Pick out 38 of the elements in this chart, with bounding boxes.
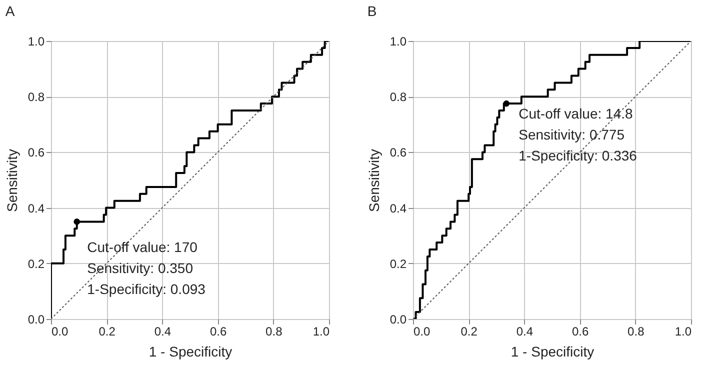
y-tick-label: 0.2 xyxy=(28,256,45,271)
y-tick-label: 0.8 xyxy=(390,90,407,104)
y-tick-label: 0.4 xyxy=(390,201,407,216)
annotation: 1-Specificity: 0.093 xyxy=(87,281,206,298)
chart-title: B xyxy=(367,3,377,19)
y-tick-label: 1.0 xyxy=(28,34,45,48)
x-tick-label: 0.8 xyxy=(628,324,645,338)
annotation: 1-Specificity: 0.336 xyxy=(518,148,638,164)
annotation: Cut-off value: 170 xyxy=(87,239,198,256)
y-axis-title: Sensitivity xyxy=(366,148,382,212)
y-tick-label: 1.0 xyxy=(390,34,407,48)
x-tick-label: 0.4 xyxy=(516,324,534,338)
x-tick-label: 0.0 xyxy=(414,324,431,338)
x-axis-title: 1 - Specificity xyxy=(148,344,232,360)
x-tick-label: 0.2 xyxy=(460,324,478,338)
chart-title: A xyxy=(5,3,16,19)
y-tick-label: 0.6 xyxy=(390,146,407,160)
y-tick-label: 0.6 xyxy=(28,146,45,160)
x-tick-label: 0.6 xyxy=(572,324,589,338)
line-series xyxy=(413,41,691,319)
annotation: Sensitivity: 0.775 xyxy=(518,126,625,143)
y-tick-label: 0.4 xyxy=(28,201,45,216)
y-tick-label: 0.0 xyxy=(390,312,407,326)
x-tick-label: 0.6 xyxy=(210,324,227,338)
x-tick-label: 0.0 xyxy=(52,324,69,338)
y-tick-label: 0.0 xyxy=(28,312,45,326)
x-tick-label: 0.8 xyxy=(266,324,283,338)
annotation: Cut-off value: 14.8 xyxy=(518,106,633,122)
y-tick-label: 0.8 xyxy=(28,90,45,104)
y-axis-title: Sensitivity xyxy=(4,148,20,212)
y-tick-label: 0.2 xyxy=(390,256,407,271)
x-tick-label: 0.2 xyxy=(98,324,116,338)
x-tick-label: 1.0 xyxy=(312,324,330,338)
annotation: Sensitivity: 0.350 xyxy=(87,260,194,276)
x-tick-label: 1.0 xyxy=(674,324,692,338)
x-tick-label: 0.4 xyxy=(154,324,172,338)
line-series xyxy=(51,41,329,319)
x-axis-title: 1 - Specificity xyxy=(510,344,594,360)
